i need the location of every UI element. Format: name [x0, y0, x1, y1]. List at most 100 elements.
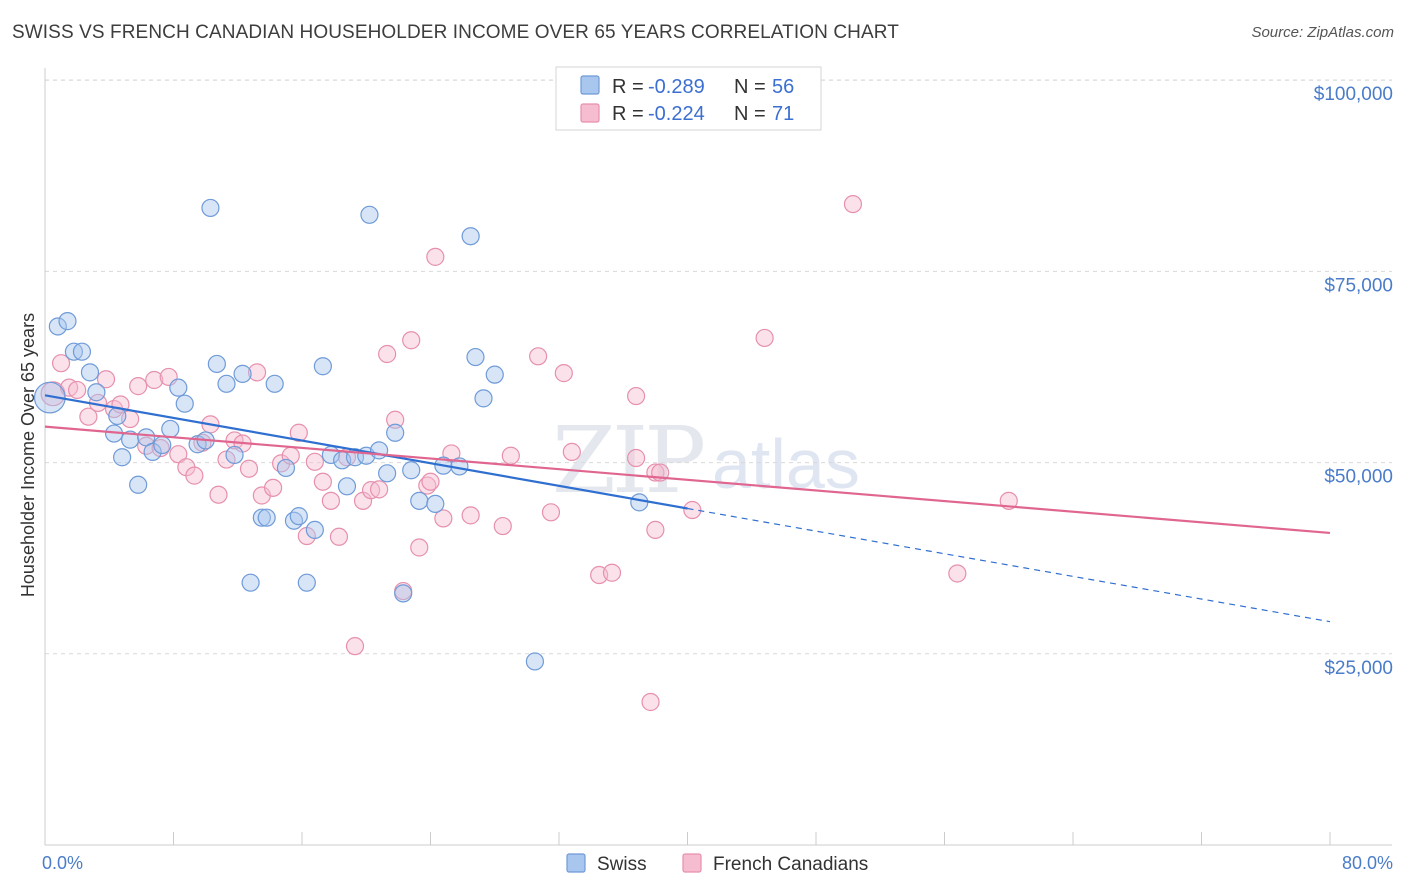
stats-legend: R = -0.289 N = 56 R = -0.224 N = 71 [555, 66, 822, 131]
swiss-point-42 [378, 464, 397, 483]
legend-n-label-french-canadians: N = [734, 103, 766, 125]
legend-n-value-french-canadians: 71 [772, 103, 794, 125]
swiss-point-10 [121, 430, 140, 449]
bottom-legend-label-swiss: Swiss [597, 854, 647, 875]
french-canadian-point-52 [501, 446, 520, 465]
axes [44, 68, 1392, 846]
french-canadian-point-42 [386, 410, 405, 429]
legend-r-label-french-canadians: R = [612, 103, 644, 125]
series-french-canadians [40, 194, 1018, 712]
series-legend: Swiss French Canadians [566, 853, 868, 875]
x-tick-label-1: 80.0% [1342, 853, 1393, 873]
french-canadian-point-30 [289, 423, 308, 442]
x-tick-labels: 0.0% 80.0% [42, 853, 1393, 873]
french-canadian-point-70 [421, 472, 440, 491]
swiss-point-53 [485, 365, 504, 384]
watermark-zip: ZIP [552, 407, 703, 514]
swiss-point-32 [297, 573, 316, 592]
french-canadian-point-37 [345, 637, 365, 656]
french-canadian-point-61 [641, 692, 660, 712]
legend-r-value-french-canadians: -0.224 [648, 103, 705, 125]
french-canadian-point-35 [329, 527, 349, 546]
swiss-point-1 [48, 317, 67, 336]
swiss-point-6 [87, 383, 106, 402]
legend-swatch-french-canadians [580, 103, 600, 123]
swiss-point-0 [33, 381, 66, 414]
swiss-point-45 [402, 461, 421, 480]
swiss-point-27 [257, 508, 276, 527]
bottom-legend-label-french-canadians: French Canadians [713, 854, 868, 875]
french-canadian-point-60 [626, 448, 646, 468]
trend-line-swiss-extension [687, 507, 1331, 623]
french-canadian-point-34 [321, 491, 341, 510]
french-canadian-point-4 [79, 407, 98, 426]
french-canadian-point-64 [683, 500, 702, 520]
french-canadian-point-47 [426, 247, 445, 266]
legend-n-label-swiss: N = [734, 76, 766, 98]
legend-r-value-swiss: -0.289 [648, 76, 705, 98]
french-canadian-point-12 [145, 370, 164, 390]
swiss-point-43 [386, 423, 405, 442]
trend-line-swiss [44, 394, 688, 510]
french-canadian-point-20 [209, 485, 228, 504]
french-canadian-point-33 [313, 472, 332, 491]
chart-source: Source: ZipAtlas.com [1251, 24, 1394, 41]
swiss-point-22 [217, 374, 236, 393]
series-swiss [33, 198, 649, 671]
swiss-point-47 [426, 494, 445, 513]
french-canadian-point-15 [169, 445, 188, 464]
swiss-point-54 [525, 652, 545, 671]
swiss-point-4 [72, 342, 92, 361]
swiss-point-33 [305, 520, 324, 540]
french-canadian-point-44 [402, 331, 421, 350]
legend-r-label-swiss: R = [612, 76, 644, 98]
swiss-point-14 [153, 435, 172, 455]
bottom-legend-swatch-french-canadians [682, 853, 702, 873]
french-canadian-point-53 [529, 347, 548, 366]
swiss-point-16 [169, 378, 188, 397]
french-canadian-point-41 [378, 344, 397, 364]
swiss-point-44 [394, 584, 413, 603]
swiss-point-17 [175, 394, 194, 413]
swiss-point-20 [201, 198, 220, 218]
french-canadian-point-48 [434, 509, 453, 528]
french-canadian-point-27 [263, 478, 283, 497]
swiss-point-23 [225, 445, 244, 465]
french-canadian-point-54 [541, 503, 561, 522]
swiss-point-21 [207, 354, 226, 374]
french-canadian-point-66 [843, 194, 863, 214]
swiss-point-34 [313, 357, 332, 376]
y-tick-labels: $25,000 $50,000 $75,000 $100,000 [1314, 84, 1393, 679]
french-canadian-point-58 [602, 563, 622, 582]
swiss-point-52 [474, 389, 493, 408]
swiss-point-2 [58, 312, 77, 331]
swiss-point-26 [252, 508, 271, 527]
swiss-point-25 [241, 573, 260, 592]
y-tick-label-0: $25,000 [1324, 658, 1393, 679]
chart-title: SWISS VS FRENCH CANADIAN HOUSEHOLDER INC… [12, 22, 899, 43]
swiss-point-9 [112, 448, 132, 467]
swiss-point-40 [360, 205, 379, 224]
french-canadian-point-65 [755, 328, 774, 348]
french-canadian-point-24 [239, 459, 259, 478]
swiss-point-55 [630, 493, 649, 512]
swiss-point-50 [461, 227, 480, 246]
legend-n-value-swiss: 56 [772, 76, 794, 98]
french-canadian-point-1 [51, 354, 71, 373]
swiss-point-5 [80, 363, 100, 382]
trend-line-french-canadians [44, 425, 1331, 535]
french-canadian-point-3 [68, 380, 87, 400]
french-canadian-point-69 [646, 520, 665, 540]
trend-lines [44, 394, 1331, 623]
x-tick-label-0: 0.0% [42, 853, 83, 873]
swiss-point-13 [143, 442, 162, 461]
y-tick-label-3: $100,000 [1314, 84, 1393, 105]
french-canadian-point-17 [185, 466, 204, 485]
swiss-point-24 [233, 364, 252, 383]
y-axis-label: Householder Income Over 65 years [18, 313, 38, 597]
y-tick-label-1: $50,000 [1324, 467, 1393, 488]
french-canadian-point-56 [562, 442, 581, 461]
french-canadian-point-32 [305, 452, 324, 471]
french-canadian-point-50 [461, 506, 480, 525]
